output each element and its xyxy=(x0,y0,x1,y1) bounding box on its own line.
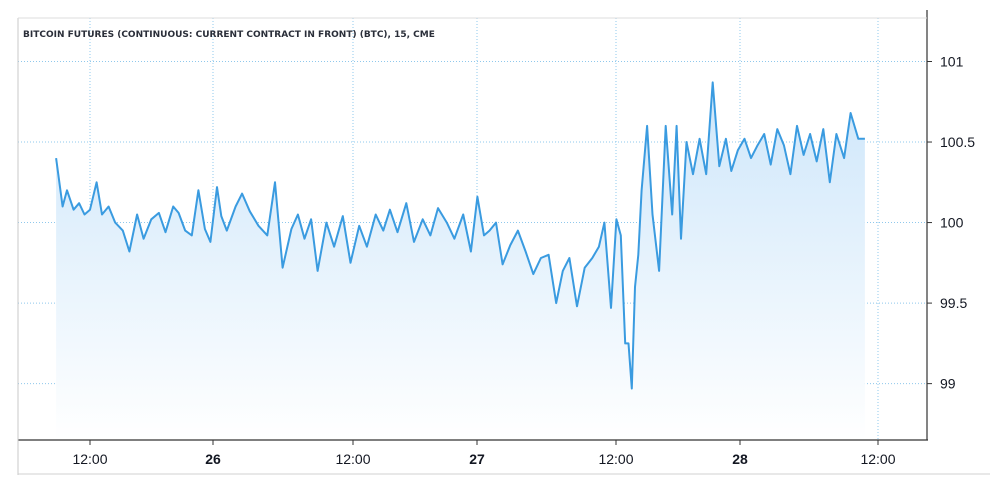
x-tick-label: 12:00 xyxy=(598,451,633,467)
x-tick-label: 27 xyxy=(469,451,485,467)
price-line xyxy=(55,81,865,390)
y-tick-label: 99 xyxy=(940,376,956,392)
y-tick-label: 101 xyxy=(940,53,964,69)
x-axis[interactable]: 12:00 26 12:00 27 12:00 28 12:00 xyxy=(72,440,896,467)
x-tick-label: 12:00 xyxy=(335,451,370,467)
x-tick-label: 28 xyxy=(732,451,748,467)
chart-frame xyxy=(17,10,990,475)
y-tick-label: 100 xyxy=(940,215,964,231)
price-area-fill xyxy=(56,82,865,441)
y-axis[interactable]: 101 100.5 100 99.5 99 xyxy=(927,53,975,392)
x-tick-label: 26 xyxy=(205,451,221,467)
x-tick-label: 12:00 xyxy=(72,451,107,467)
y-tick-label: 100.5 xyxy=(940,134,975,150)
chart-title: BITCOIN FUTURES (CONTINUOUS: CURRENT CON… xyxy=(23,30,435,40)
y-tick-label: 99.5 xyxy=(940,295,967,311)
x-tick-label: 12:00 xyxy=(860,451,895,467)
